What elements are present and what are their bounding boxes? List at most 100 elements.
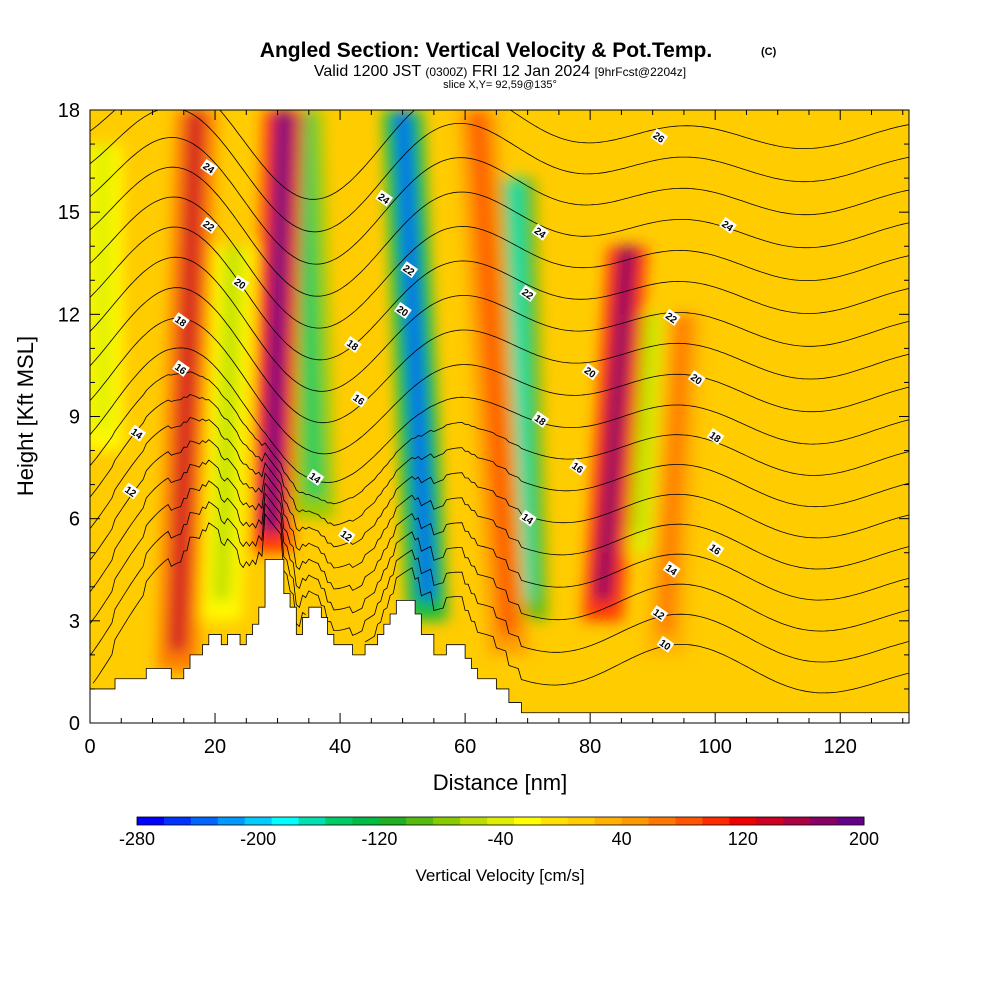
colorbar-swatch xyxy=(540,817,569,825)
x-tick-label: 120 xyxy=(824,736,857,758)
contour-label-bg xyxy=(706,428,725,446)
y-tick-label: 3 xyxy=(69,611,80,633)
colorbar-swatch xyxy=(460,817,488,825)
slice-label: slice X,Y= 92,59@135° xyxy=(443,79,557,91)
colorbar-swatch xyxy=(621,817,650,825)
x-tick-label: 100 xyxy=(699,736,732,758)
x-tick-label: 20 xyxy=(204,736,226,758)
y-tick-label: 12 xyxy=(58,304,80,326)
contour-label: 18 xyxy=(172,312,190,330)
contour-label-bg xyxy=(687,370,706,388)
contour-label-bg xyxy=(519,284,537,303)
valid-prefix: Valid 1200 JST xyxy=(314,63,422,80)
colorbar-tick-label: -200 xyxy=(240,829,276,849)
contour-label: 20 xyxy=(393,301,412,320)
contour-label-bg xyxy=(343,336,362,354)
colorbar-swatch xyxy=(837,817,865,825)
contour-label-bg xyxy=(662,560,681,578)
contour-label-bg xyxy=(375,189,394,207)
colorbar-label: Vertical Velocity [cm/s] xyxy=(415,866,584,885)
y-tick-label: 9 xyxy=(69,407,80,429)
contour-label-bg xyxy=(393,301,412,320)
contour-label: 14 xyxy=(306,468,325,487)
isentrope-23 xyxy=(90,196,909,329)
colorbar-swatch xyxy=(756,817,784,825)
colorbar: -280 -200 -120 -40 40 120 200 xyxy=(119,816,879,849)
contour-label-bg xyxy=(128,424,147,442)
updraft-band-0-core xyxy=(169,110,205,652)
colorbar-swatch xyxy=(190,817,219,825)
updraft-band-2-core xyxy=(594,246,636,601)
x-axis-ticks: 0 20 40 60 80 100 120 xyxy=(84,110,904,758)
y-tick-label: 18 xyxy=(58,100,80,122)
contour-label: 22 xyxy=(400,261,419,279)
contour-label: 16 xyxy=(172,359,190,378)
contour-label-bg xyxy=(122,482,140,500)
isentrope-15 xyxy=(90,417,909,548)
terrain-mask xyxy=(90,559,909,723)
contour-label: 24 xyxy=(531,223,550,241)
isentrope-14 xyxy=(90,439,909,570)
contour-label-bg xyxy=(531,410,550,429)
colorbar-frame xyxy=(136,816,865,826)
isentrope-27 xyxy=(90,110,909,200)
isentrope-13 xyxy=(90,459,909,601)
contour-label: 26 xyxy=(650,128,669,146)
downdraft-band-4-core xyxy=(625,314,655,533)
contour-label: 20 xyxy=(231,274,250,292)
colorbar-swatch xyxy=(702,817,730,825)
potential-temperature-contours xyxy=(90,110,909,694)
updraft-band-1-core xyxy=(263,110,292,533)
contour-label-bg xyxy=(650,605,669,623)
chart-title: Angled Section: Vertical Velocity & Pot.… xyxy=(260,39,712,62)
isentrope-17 xyxy=(90,371,909,505)
y-tick-label: 0 xyxy=(69,713,80,735)
y-tick-label: 15 xyxy=(58,202,80,224)
x-axis-label: Distance [nm] xyxy=(433,770,568,795)
valid-fcst: [9hrFcst@2204z] xyxy=(595,65,687,79)
colorbar-swatch xyxy=(433,817,461,825)
isentrope-10 xyxy=(92,512,909,694)
x-tick-label: 40 xyxy=(329,736,351,758)
contour-label-bg xyxy=(172,359,190,377)
colorbar-tick-label: 40 xyxy=(612,829,632,849)
contour-label-bg xyxy=(172,312,190,330)
contour-label: 20 xyxy=(581,363,600,381)
colorbar-swatch xyxy=(810,817,838,825)
contour-label: 10 xyxy=(656,635,675,653)
contour-label-bg xyxy=(350,390,369,408)
isentrope-12 xyxy=(90,480,909,632)
contour-label: 22 xyxy=(662,308,681,327)
isentrope-19 xyxy=(90,317,909,455)
contour-label: 16 xyxy=(706,540,725,558)
colorbar-swatch xyxy=(163,817,192,825)
valid-utc: (0300Z) xyxy=(425,65,467,79)
colorbar-tick-label: 120 xyxy=(728,829,758,849)
contour-label-bg xyxy=(337,526,356,544)
colorbar-swatch xyxy=(271,817,300,825)
isentrope-21 xyxy=(90,256,909,392)
isentrope-25 xyxy=(90,136,909,265)
colorbar-swatch xyxy=(783,817,811,825)
contour-label-bg xyxy=(719,216,737,234)
colorbar-swatch xyxy=(379,817,407,825)
isentrope-24 xyxy=(90,166,909,297)
y-tick-label: 6 xyxy=(69,509,80,531)
colorbar-swatch xyxy=(487,817,515,825)
isentrope-20 xyxy=(90,287,909,424)
updraft-band-3-core xyxy=(469,110,518,635)
valid-time-line: Valid 1200 JST (0300Z) FRI 12 Jan 2024 [… xyxy=(314,63,686,80)
contour-label: 22 xyxy=(519,284,537,303)
contour-label: 12 xyxy=(337,526,356,544)
contour-label-bg xyxy=(231,274,250,292)
contour-label: 22 xyxy=(200,216,218,235)
downdraft-band-5-core xyxy=(94,144,111,431)
contour-label: 14 xyxy=(519,509,537,527)
downdraft-band-1-core xyxy=(507,178,536,601)
colorbar-tick-label: -40 xyxy=(487,829,513,849)
contour-label: 12 xyxy=(122,482,140,500)
isentrope-18 xyxy=(90,347,909,484)
colorbar-tick-label: -280 xyxy=(119,829,155,849)
isentrope-11 xyxy=(90,501,909,663)
